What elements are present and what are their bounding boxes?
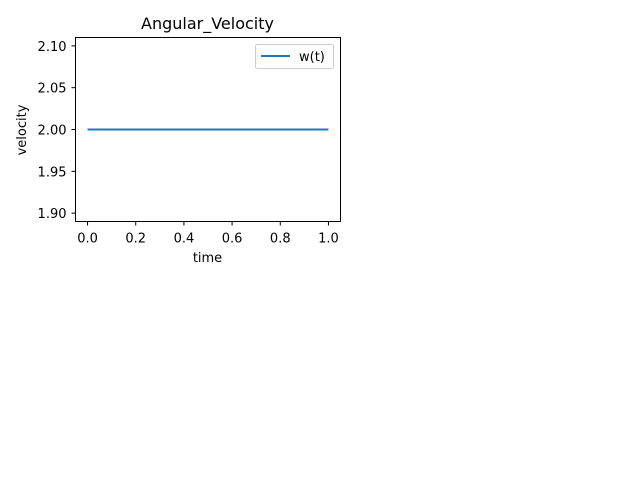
y-tick-label: 2.00 — [38, 124, 67, 139]
x-tick-label: 0.2 — [125, 232, 146, 247]
chart-title: Angular_Velocity — [141, 14, 274, 34]
y-axis-ticks: 1.90 1.95 2.00 2.05 2.10 — [38, 40, 76, 222]
y-tick-label: 2.05 — [38, 82, 67, 97]
x-axis-label: time — [193, 251, 222, 266]
y-tick-label: 1.95 — [38, 165, 67, 180]
y-tick-label: 2.10 — [38, 40, 67, 55]
x-axis-ticks: 0.0 0.2 0.4 0.6 0.8 1.0 — [77, 221, 339, 247]
x-tick-label: 0.0 — [77, 232, 98, 247]
legend-box — [255, 44, 334, 69]
legend: w(t) — [255, 44, 334, 69]
x-tick-label: 0.4 — [174, 232, 195, 247]
legend-label: w(t) — [299, 50, 325, 65]
x-tick-label: 1.0 — [318, 232, 339, 247]
y-axis-label: velocity — [15, 104, 30, 155]
x-tick-label: 0.6 — [222, 232, 243, 247]
y-tick-label: 1.90 — [38, 207, 67, 222]
x-tick-label: 0.8 — [270, 232, 291, 247]
